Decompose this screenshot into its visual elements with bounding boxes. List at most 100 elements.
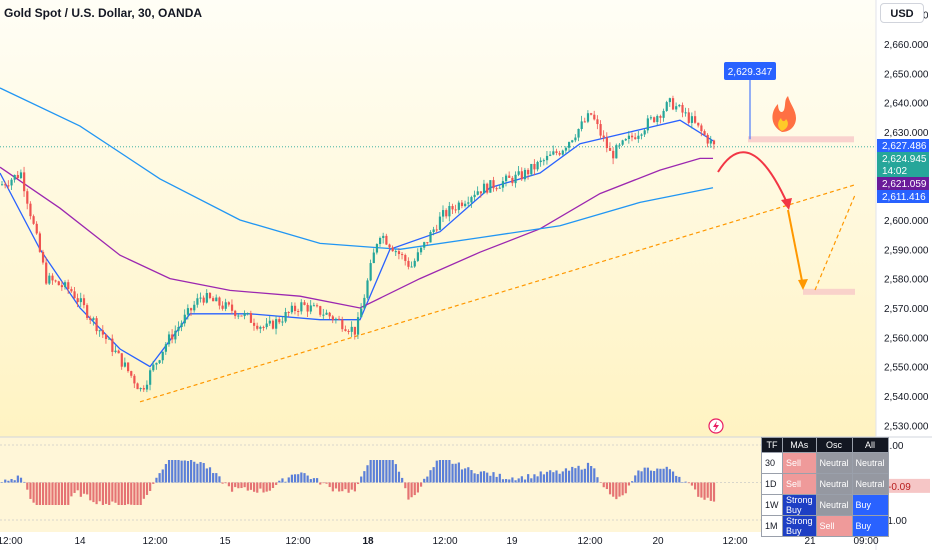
candle-body[interactable] — [514, 174, 517, 184]
candle-body[interactable] — [205, 292, 208, 303]
candle-body[interactable] — [19, 172, 23, 179]
candle-body[interactable] — [174, 330, 177, 340]
candle-body[interactable] — [92, 318, 95, 320]
candle-body[interactable] — [486, 183, 489, 193]
candle-body[interactable] — [709, 140, 712, 144]
candle-body[interactable] — [328, 312, 331, 317]
candle-body[interactable] — [646, 118, 649, 131]
candle-body[interactable] — [303, 302, 306, 305]
candle-body[interactable] — [555, 151, 558, 153]
candle-body[interactable] — [703, 131, 706, 135]
candle-body[interactable] — [350, 326, 353, 332]
candle-body[interactable] — [155, 362, 158, 365]
candle-body[interactable] — [41, 251, 45, 263]
candle-body[interactable] — [29, 203, 32, 217]
candle-body[interactable] — [249, 313, 253, 323]
candle-body[interactable] — [533, 163, 536, 170]
candle-body[interactable] — [253, 322, 256, 326]
candle-body[interactable] — [470, 197, 473, 203]
candle-body[interactable] — [665, 102, 668, 111]
candle-body[interactable] — [482, 183, 486, 194]
candle-body[interactable] — [360, 308, 363, 318]
candle-body[interactable] — [577, 128, 580, 138]
candle-body[interactable] — [104, 334, 108, 340]
candle-body[interactable] — [164, 344, 167, 352]
candle-body[interactable] — [694, 116, 697, 123]
candle-body[interactable] — [275, 319, 278, 329]
candle-body[interactable] — [193, 304, 196, 311]
candle-body[interactable] — [476, 191, 479, 195]
candle-body[interactable] — [451, 206, 454, 210]
candle-body[interactable] — [89, 317, 92, 320]
candle-body[interactable] — [391, 247, 394, 252]
candle-body[interactable] — [429, 232, 432, 243]
candle-body[interactable] — [700, 125, 703, 132]
candle-body[interactable] — [38, 233, 41, 252]
candle-body[interactable] — [190, 308, 193, 311]
candle-body[interactable] — [281, 321, 284, 323]
candle-body[interactable] — [171, 334, 174, 340]
candle-body[interactable] — [653, 117, 656, 122]
rebound-projection-line[interactable] — [814, 194, 856, 291]
candle-body[interactable] — [79, 298, 82, 303]
candle-body[interactable] — [70, 289, 73, 292]
candle-body[interactable] — [574, 137, 577, 141]
candle-body[interactable] — [95, 318, 98, 332]
candle-body[interactable] — [542, 160, 545, 162]
candle-body[interactable] — [224, 302, 227, 309]
candle-body[interactable] — [347, 330, 350, 332]
candle-body[interactable] — [580, 121, 583, 129]
candle-body[interactable] — [618, 144, 621, 146]
candle-body[interactable] — [293, 305, 297, 312]
candle-body[interactable] — [520, 171, 523, 180]
candle-body[interactable] — [435, 229, 438, 231]
candle-body[interactable] — [631, 135, 634, 138]
candle-body[interactable] — [508, 175, 511, 178]
candle-body[interactable] — [111, 338, 114, 352]
candle-body[interactable] — [221, 305, 224, 309]
candle-body[interactable] — [243, 313, 246, 317]
candle-body[interactable] — [501, 181, 505, 188]
candle-body[interactable] — [438, 216, 442, 230]
moving-average-line-2[interactable] — [0, 157, 713, 309]
candle-body[interactable] — [161, 351, 164, 361]
candle-body[interactable] — [372, 252, 375, 264]
candle-body[interactable] — [379, 237, 382, 245]
candle-body[interactable] — [445, 210, 448, 217]
candle-body[interactable] — [627, 135, 631, 139]
candle-body[interactable] — [505, 175, 508, 182]
candle-body[interactable] — [142, 388, 145, 390]
candle-body[interactable] — [637, 135, 640, 139]
candle-body[interactable] — [366, 280, 369, 298]
candle-body[interactable] — [394, 251, 397, 253]
candle-body[interactable] — [382, 235, 385, 238]
candle-body[interactable] — [416, 252, 419, 261]
candle-body[interactable] — [16, 174, 19, 179]
candle-body[interactable] — [196, 298, 199, 305]
candle-body[interactable] — [256, 325, 259, 329]
candle-body[interactable] — [564, 147, 568, 151]
candle-body[interactable] — [596, 119, 599, 125]
candle-body[interactable] — [549, 154, 552, 156]
candle-body[interactable] — [489, 180, 492, 193]
candle-body[interactable] — [309, 305, 312, 312]
candle-body[interactable] — [341, 319, 344, 330]
candle-body[interactable] — [356, 317, 360, 335]
candle-body[interactable] — [432, 229, 435, 233]
candle-body[interactable] — [410, 266, 413, 268]
candle-body[interactable] — [199, 297, 202, 299]
candle-body[interactable] — [202, 297, 205, 303]
candle-body[interactable] — [297, 311, 300, 313]
candle-body[interactable] — [545, 155, 549, 161]
candle-body[interactable] — [495, 188, 498, 190]
candle-body[interactable] — [120, 353, 123, 367]
candle-body[interactable] — [76, 298, 79, 303]
candle-body[interactable] — [259, 326, 262, 329]
candle-body[interactable] — [539, 160, 542, 163]
candle-body[interactable] — [10, 179, 13, 186]
candle-body[interactable] — [114, 350, 117, 352]
forecast-label-box[interactable] — [724, 62, 776, 80]
candle-body[interactable] — [177, 327, 180, 331]
candle-body[interactable] — [123, 362, 127, 367]
